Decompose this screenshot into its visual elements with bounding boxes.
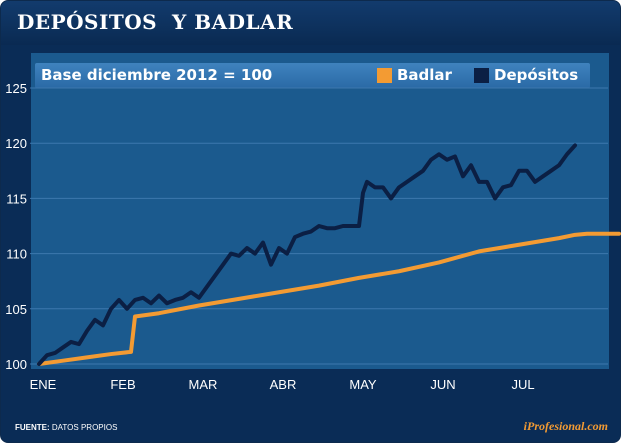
chart-subtitle: Base diciembre 2012 = 100 — [41, 66, 273, 84]
x-tick-label: FEB — [110, 377, 135, 392]
y-axis-ticks: 100 105 110 115 120 125 — [5, 81, 27, 372]
y-tick-label: 100 — [5, 357, 27, 372]
chart-title: DEPÓSITOS Y BADLAR — [17, 10, 294, 34]
y-tick-label: 115 — [6, 191, 27, 206]
x-tick-label: MAR — [189, 377, 218, 392]
series-line-badlar — [37, 231, 621, 366]
plot-area — [31, 53, 609, 369]
footer-brand: iProfesional.com — [523, 419, 608, 433]
x-tick-label: ABR — [270, 377, 297, 392]
y-tick-label: 120 — [5, 136, 27, 151]
y-tick-label: 125 — [5, 81, 27, 96]
legend-label-depositos: Depósitos — [494, 66, 579, 84]
legend-swatch-badlar — [377, 68, 392, 83]
x-tick-label: JUN — [430, 377, 455, 392]
footer-source-text: DATOS PROPIOS — [51, 423, 118, 432]
legend-swatch-depositos — [474, 68, 489, 83]
series-lines — [37, 143, 621, 366]
grid — [30, 87, 608, 365]
legend-label-badlar: Badlar — [397, 66, 452, 84]
legend-bar — [35, 63, 590, 88]
x-tick-label: MAY — [349, 377, 377, 392]
header-bar — [1, 1, 620, 45]
x-axis-ticks: ENE FEB MAR ABR MAY JUN JUL — [30, 377, 535, 392]
series-line-depositos — [37, 143, 577, 366]
y-tick-label: 110 — [6, 247, 27, 262]
x-tick-label: ENE — [30, 377, 57, 392]
x-tick-label: JUL — [511, 377, 534, 392]
footer-source-label: FUENTE: — [15, 423, 50, 432]
footer-source: FUENTE: DATOS PROPIOS — [15, 423, 117, 432]
y-tick-label: 105 — [5, 302, 27, 317]
